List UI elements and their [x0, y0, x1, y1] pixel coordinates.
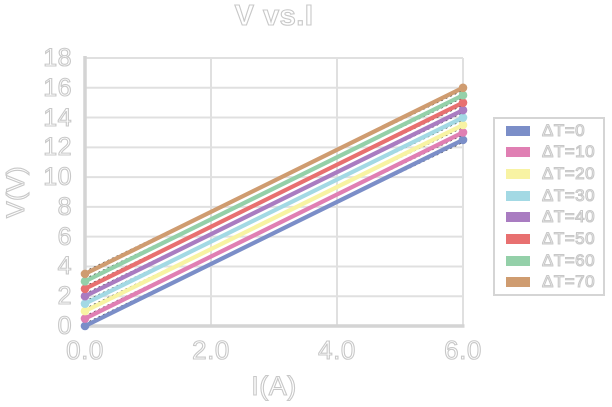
data-point-marker — [458, 98, 468, 107]
legend-label: ΔT=50 — [541, 228, 596, 248]
data-point-marker — [80, 306, 90, 316]
legend: ΔT=0 ΔT=10 ΔT=20 ΔT=30 ΔT=40 ΔT=50 ΔT=60 ΔT=70 — [493, 117, 605, 296]
data-point-marker — [458, 135, 468, 145]
data-point-marker — [458, 128, 468, 137]
legend-item-dt-50: ΔT=50 — [495, 228, 603, 249]
legend-item-dt-60: ΔT=60 — [495, 250, 603, 271]
data-point-marker — [458, 120, 468, 130]
data-point-marker — [458, 90, 468, 100]
legend-swatch-icon — [506, 233, 530, 244]
legend-item-dt-10: ΔT=10 — [495, 142, 603, 162]
x-tick-label: 6.0 — [444, 334, 482, 365]
data-point-marker — [80, 321, 90, 331]
series-line-dt-50 — [82, 100, 466, 291]
legend-label: ΔT=10 — [541, 142, 596, 162]
legend-item-dt-0: ΔT=0 — [495, 120, 603, 141]
legend-label: ΔT=20 — [541, 163, 596, 183]
x-tick-label: 4.0 — [318, 334, 356, 365]
data-point-marker — [80, 277, 90, 286]
legend-swatch-icon — [506, 168, 530, 179]
data-point-marker — [80, 299, 90, 308]
data-point-marker — [80, 269, 90, 279]
legend-item-dt-70: ΔT=70 — [495, 272, 603, 292]
y-tick-label: 4 — [57, 252, 72, 281]
x-tick-label: 0.0 — [66, 334, 104, 365]
legend-swatch-icon — [506, 147, 530, 158]
series-line-dt-10 — [82, 130, 466, 321]
legend-item-dt-40: ΔT=40 — [495, 207, 603, 227]
y-tick-label: 2 — [57, 282, 72, 311]
legend-label: ΔT=70 — [541, 272, 596, 292]
legend-swatch-icon — [506, 125, 530, 136]
series-line-dt-30 — [82, 115, 466, 306]
series-line-dt-0 — [82, 137, 466, 329]
series-line-dt-70 — [82, 85, 466, 276]
y-tick-label: 6 — [57, 222, 72, 251]
legend-item-dt-20: ΔT=20 — [495, 163, 603, 184]
legend-item-dt-30: ΔT=30 — [495, 185, 603, 206]
legend-swatch-icon — [506, 212, 530, 223]
legend-swatch-icon — [506, 277, 530, 288]
y-tick-label: 12 — [43, 133, 72, 162]
data-point-marker — [458, 113, 468, 122]
y-tick-label: 16 — [43, 73, 72, 102]
series-line-dt-60 — [82, 93, 466, 284]
legend-label: ΔT=60 — [541, 250, 596, 270]
series-line-dt-40 — [82, 108, 466, 299]
y-tick-label: 18 — [43, 43, 72, 72]
series-line-dt-20 — [82, 122, 466, 314]
data-point-marker — [80, 291, 90, 301]
legend-swatch-icon — [506, 255, 530, 266]
data-point-marker — [80, 314, 90, 323]
legend-label: ΔT=0 — [541, 120, 586, 140]
data-point-marker — [458, 105, 468, 115]
x-tick-label: 2.0 — [192, 334, 230, 365]
legend-label: ΔT=40 — [541, 207, 596, 227]
y-tick-label: 0 — [57, 311, 72, 340]
data-point-marker — [80, 284, 90, 294]
chart-title: V vs.I — [234, 0, 314, 33]
legend-label: ΔT=30 — [541, 185, 596, 205]
x-axis-label: I(A) — [251, 370, 297, 401]
y-tick-label: 10 — [43, 163, 72, 192]
data-point-marker — [458, 83, 468, 93]
y-tick-label: 14 — [43, 103, 72, 132]
y-tick-label: 8 — [57, 192, 72, 221]
legend-swatch-icon — [506, 190, 530, 201]
